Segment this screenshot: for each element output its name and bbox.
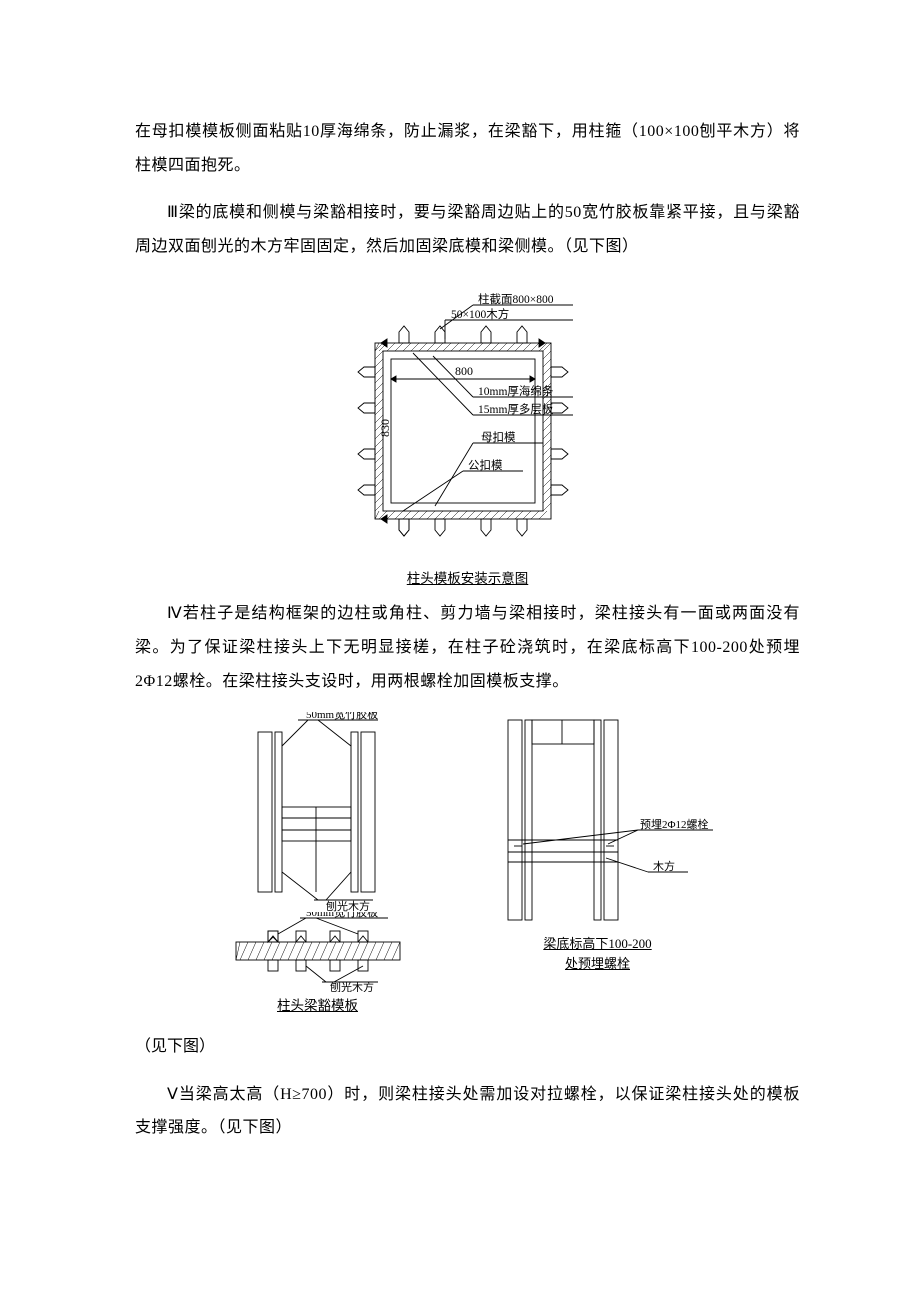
fig2-label-top-2: 50mm宽竹胶板 <box>306 912 378 919</box>
fig1-label-2: 50×100木方 <box>451 307 509 321</box>
figure-2-right-caption-2: 处预埋螺栓 <box>565 956 630 971</box>
figure-2-left-top: 50mm宽竹胶板 刨光木方 <box>218 712 418 912</box>
paragraph-2: Ⅲ梁的底模和侧模与梁豁相接时，要与梁豁周边贴上的50宽竹胶板靠紧平接，且与梁豁周… <box>135 196 800 263</box>
fig1-label-8: 830 <box>378 419 392 437</box>
fig1-label-6: 母扣模 <box>481 430 516 444</box>
fig2-label-bolt: 预埋2Φ12螺栓 <box>640 817 709 831</box>
fig1-label-1: 柱截面800×800 <box>478 292 554 306</box>
fig1-label-5: 15mm厚多层板 <box>478 402 554 416</box>
paragraph-1: 在母扣模模板侧面粘贴10厚海绵条，防止漏浆，在梁豁下，用柱箍（100×100刨平… <box>135 115 800 182</box>
fig2-label-mid-2: 刨光木方 <box>330 980 374 992</box>
figure-2-right: 预埋2Φ12螺栓 木方 <box>478 712 718 942</box>
figure-1: 柱截面800×800 50×100木方 800 10mm厚海绵条 15mm厚多层… <box>135 281 800 561</box>
paragraph-3: Ⅳ若柱子是结构框架的边柱或角柱、剪力墙与梁相接时，梁柱接头有一面或两面没有梁。为… <box>135 597 800 698</box>
fig1-label-3: 800 <box>455 364 473 378</box>
see-below-note: （见下图） <box>135 1030 800 1064</box>
fig1-label-4: 10mm厚海绵条 <box>478 384 554 398</box>
figure-2-right-caption-1: 梁底标高下100-200 <box>543 936 651 951</box>
fig2-label-wood: 木方 <box>653 859 675 873</box>
paragraph-4: Ⅴ当梁高太高（H≥700）时，则梁柱接头处需加设对拉螺栓，以保证梁柱接头处的模板… <box>135 1078 800 1145</box>
figure-1-caption: 柱头模板安装示意图 <box>135 567 800 587</box>
fig2-label-mid-1: 刨光木方 <box>326 899 370 912</box>
figure-2-row: 50mm宽竹胶板 刨光木方 <box>135 712 800 1024</box>
figure-2-left-bottom: 50mm宽竹胶板 刨光木方 <box>218 912 418 992</box>
fig2-label-top-1: 50mm宽竹胶板 <box>306 712 378 721</box>
figure-2-left-caption: 柱头梁豁模板 <box>277 994 358 1014</box>
fig1-label-7: 公扣模 <box>468 458 503 472</box>
